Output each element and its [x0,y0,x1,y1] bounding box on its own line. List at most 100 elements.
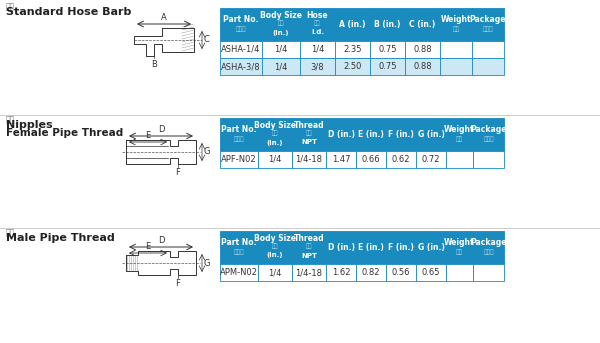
Text: B: B [151,60,157,69]
Text: ASHA-1/4: ASHA-1/4 [221,45,260,54]
Text: Package: Package [470,125,507,134]
Text: 0.62: 0.62 [392,155,410,164]
Bar [416,231,446,264]
Bar [326,151,356,168]
Text: 1/4: 1/4 [274,62,287,71]
Text: C: C [204,35,210,45]
Bar [292,118,326,151]
Text: A (in.): A (in.) [339,20,366,29]
Bar [220,264,258,281]
Text: 1.62: 1.62 [332,268,350,277]
Bar [405,41,440,58]
Text: Male Pipe Thread: Male Pipe Thread [6,233,115,243]
Text: 重量: 重量 [452,27,460,32]
Bar [446,264,473,281]
Text: (in.): (in.) [267,140,283,145]
Text: APF-N02: APF-N02 [221,155,257,164]
Text: 螺纹: 螺纹 [306,131,312,136]
Bar [258,231,292,264]
Text: 盒装量: 盒装量 [483,250,494,255]
Text: 规格: 规格 [272,244,278,249]
Text: Body Size: Body Size [254,121,296,130]
Bar [473,151,504,168]
Text: Body Size: Body Size [254,234,296,243]
Text: Part No.: Part No. [221,238,257,247]
Bar [292,231,326,264]
Bar [292,264,326,281]
Text: 0.72: 0.72 [422,155,440,164]
Text: 插头: 插头 [6,228,15,237]
Text: E (in.): E (in.) [358,130,384,139]
Bar [258,151,292,168]
Text: D (in.): D (in.) [328,130,355,139]
Bar [300,41,335,58]
Text: 盒装量: 盒装量 [483,27,493,32]
Bar [326,231,356,264]
Text: B (in.): B (in.) [374,20,401,29]
Text: Thread: Thread [293,121,325,130]
Text: Part No.: Part No. [223,15,259,24]
Text: G (in.): G (in.) [418,243,445,252]
Text: 2.50: 2.50 [343,62,362,71]
Bar [262,8,300,41]
Text: 重量: 重量 [456,250,463,255]
Text: NPT: NPT [301,252,317,259]
Bar [326,118,356,151]
Text: 0.75: 0.75 [378,45,397,54]
Bar [370,8,405,41]
Bar [220,58,262,75]
Text: 0.75: 0.75 [378,62,397,71]
Text: Hose: Hose [307,11,328,20]
Text: C (in.): C (in.) [409,20,436,29]
Text: 0.65: 0.65 [422,268,440,277]
Text: Body Size: Body Size [260,11,302,20]
Bar [370,41,405,58]
Text: Weight: Weight [440,15,472,24]
Bar [300,58,335,75]
Bar [472,8,504,41]
Bar [446,231,473,264]
Text: D: D [158,125,164,134]
Text: F (in.): F (in.) [388,243,414,252]
Text: F (in.): F (in.) [388,130,414,139]
Text: I.d.: I.d. [311,29,324,35]
Text: 1/4: 1/4 [268,155,281,164]
Text: E: E [145,242,151,251]
Text: 订货号: 订货号 [234,250,244,255]
Bar [386,231,416,264]
Text: 1/4-18: 1/4-18 [296,268,323,277]
Text: Package: Package [470,15,506,24]
Bar [416,264,446,281]
Bar [356,118,386,151]
Bar [386,151,416,168]
Bar [258,118,292,151]
Text: E: E [145,131,151,140]
Text: (in.): (in.) [267,252,283,259]
Bar [356,151,386,168]
Text: A: A [161,13,167,22]
Text: ASHA-3/8: ASHA-3/8 [221,62,261,71]
Text: Weight: Weight [444,125,475,134]
Bar [440,58,472,75]
Text: NPT: NPT [301,140,317,145]
Bar [473,231,504,264]
Bar [335,41,370,58]
Text: 1.47: 1.47 [332,155,350,164]
Text: 0.56: 0.56 [392,268,410,277]
Bar [356,231,386,264]
Text: E (in.): E (in.) [358,243,384,252]
Bar [262,58,300,75]
Bar [220,8,262,41]
Bar [446,118,473,151]
Text: Package: Package [470,238,507,247]
Text: 1/4: 1/4 [311,45,324,54]
Text: 规格: 规格 [278,21,284,26]
Bar [473,264,504,281]
Bar [386,264,416,281]
Text: Female Pipe Thread: Female Pipe Thread [6,128,123,138]
Text: 订货号: 订货号 [234,137,244,142]
Text: 重量: 重量 [456,137,463,142]
Text: G: G [204,147,211,156]
Bar [326,264,356,281]
Text: 盒装量: 盒装量 [483,137,494,142]
